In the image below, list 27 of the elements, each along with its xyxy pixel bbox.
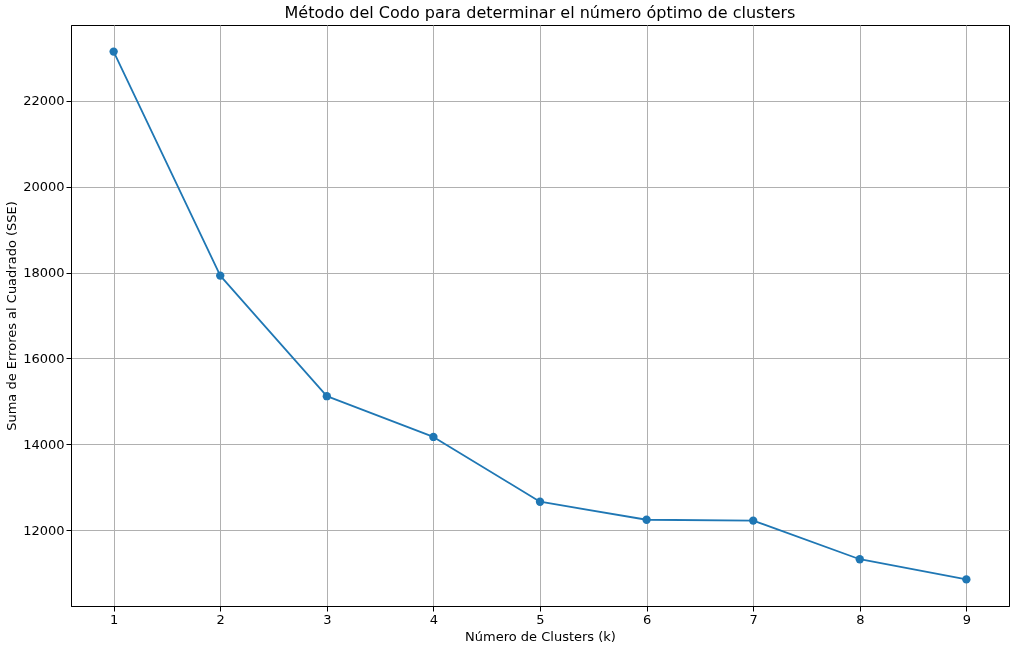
point: [535, 497, 545, 506]
point: [962, 575, 971, 584]
point: [109, 47, 118, 56]
x-tick-label: 2: [216, 611, 225, 627]
x-tick-label: 1: [110, 611, 119, 627]
x-tick-label: 9: [962, 611, 971, 627]
point: [216, 271, 225, 280]
y-tick-label: 18000: [23, 265, 65, 281]
point: [642, 515, 651, 524]
y-tick-label: 16000: [23, 350, 65, 366]
x-axis-title: Número de Clusters (k): [465, 628, 616, 644]
x-tick-label: 4: [429, 611, 439, 627]
x-tick-label: 5: [536, 611, 545, 627]
y-tick-label: 22000: [23, 93, 65, 109]
x-tick-label: 3: [323, 611, 332, 627]
y-axis-title: Suma de Errores al Cuadrado (SSE): [4, 201, 20, 431]
x-tick-label: 8: [856, 611, 865, 627]
y-tick-label: 12000: [23, 522, 65, 538]
point: [749, 516, 758, 525]
point: [855, 555, 864, 564]
y-tick-label: 20000: [23, 179, 65, 195]
chart-title: Método del Codo para determinar el número óptimo de clusters: [284, 3, 796, 22]
x-tick-label: 6: [642, 611, 652, 627]
y-tick-label: 14000: [23, 436, 65, 452]
x-tick-label: 7: [749, 611, 758, 627]
point: [322, 392, 331, 401]
point: [429, 432, 438, 442]
